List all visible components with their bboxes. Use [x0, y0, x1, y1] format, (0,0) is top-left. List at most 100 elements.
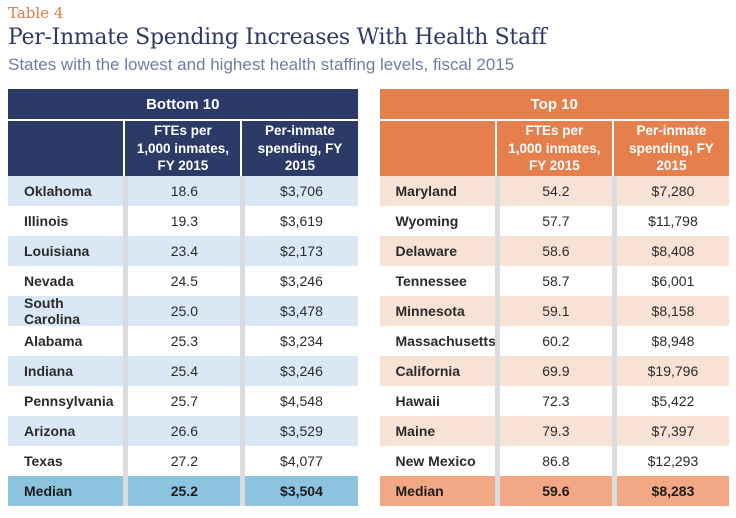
spending-cell: $3,529: [240, 416, 357, 446]
spending-cell: $3,246: [240, 266, 357, 296]
state-cell: Alabama: [24, 333, 83, 349]
ftes-cell: 25.0: [123, 296, 240, 326]
state-cell: Pennsylvania: [24, 393, 114, 409]
state-cell: Median: [395, 483, 444, 499]
table-row: New Mexico 86.8 $12,293: [380, 446, 730, 476]
table-row: Pennsylvania 25.7 $4,548: [8, 386, 358, 416]
ftes-cell: 18.6: [123, 176, 240, 206]
table-row: Illinois 19.3 $3,619: [8, 206, 358, 236]
spending-cell: $3,234: [240, 326, 357, 356]
ftes-cell: 54.2: [494, 176, 612, 206]
ftes-cell: 19.3: [123, 206, 240, 236]
state-column-header: [8, 121, 123, 176]
state-cell: South Carolina: [24, 295, 81, 327]
page-subtitle: States with the lowest and highest healt…: [8, 55, 515, 74]
state-cell: Oklahoma: [24, 183, 92, 199]
state-cell: Maryland: [395, 183, 457, 199]
bottom10-group-title: Bottom 10: [8, 89, 358, 119]
figure-header: Table 4 Per-Inmate Spending Increases Wi…: [0, 0, 736, 75]
ftes-cell: 26.6: [123, 416, 240, 446]
state-cell: Indiana: [24, 363, 74, 379]
ftes-cell: 25.2: [123, 476, 240, 506]
spending-cell: $11,798: [611, 206, 729, 236]
spending-cell: $3,619: [240, 206, 357, 236]
table-row: Arizona 26.6 $3,529: [8, 416, 358, 446]
spending-cell: $3,478: [240, 296, 357, 326]
median-row: Median 25.2 $3,504: [8, 476, 358, 506]
table-row: Hawaii 72.3 $5,422: [380, 386, 730, 416]
table-row: Tennessee 58.7 $6,001: [380, 266, 730, 296]
spending-cell: $6,001: [611, 266, 729, 296]
spending-cell: $7,397: [611, 416, 729, 446]
ftes-cell: 25.7: [123, 386, 240, 416]
spending-cell: $12,293: [611, 446, 729, 476]
top10-table: Top 10 FTEs per 1,000 inmates, FY 2015 P…: [379, 89, 730, 506]
spending-column-header: Per-inmate spending, FY 2015: [240, 121, 357, 176]
spending-column-header: Per-inmate spending, FY 2015: [611, 121, 729, 176]
table-row: Maryland 54.2 $7,280: [379, 176, 729, 206]
state-cell: Louisiana: [24, 243, 90, 259]
table-row: Wyoming 57.7 $11,798: [380, 206, 730, 236]
spending-cell: $3,504: [240, 476, 357, 506]
ftes-cell: 59.1: [494, 296, 612, 326]
spending-cell: $3,706: [240, 176, 357, 206]
ftes-cell: 69.9: [494, 356, 612, 386]
table-row: Alabama 25.3 $3,234: [8, 326, 358, 356]
ftes-cell: 24.5: [123, 266, 240, 296]
spending-cell: $19,796: [611, 356, 729, 386]
ftes-cell: 72.3: [494, 386, 612, 416]
top10-header-row: FTEs per 1,000 inmates, FY 2015 Per-inma…: [379, 119, 729, 176]
state-cell: Nevada: [24, 273, 74, 289]
spending-cell: $8,408: [611, 236, 729, 266]
spending-cell: $2,173: [240, 236, 357, 266]
state-cell: New Mexico: [395, 453, 476, 469]
spending-cell: $3,246: [240, 356, 357, 386]
page-title: Per-Inmate Spending Increases With Healt…: [8, 25, 547, 50]
state-cell: California: [395, 363, 461, 379]
state-cell: Maine: [395, 423, 436, 439]
state-cell: Tennessee: [395, 273, 467, 289]
spending-cell: $8,948: [611, 326, 729, 356]
state-cell: Massachusetts: [395, 333, 496, 349]
ftes-cell: 58.6: [494, 236, 612, 266]
spending-cell: $7,280: [611, 176, 729, 206]
bottom10-table: Bottom 10 FTEs per 1,000 inmates, FY 201…: [8, 89, 358, 506]
ftes-column-header: FTEs per 1,000 inmates, FY 2015: [123, 121, 240, 176]
ftes-cell: 25.3: [123, 326, 240, 356]
bottom10-header-row: FTEs per 1,000 inmates, FY 2015 Per-inma…: [8, 119, 358, 176]
state-cell: Hawaii: [395, 393, 440, 409]
table-row: Minnesota 59.1 $8,158: [379, 296, 729, 326]
state-cell: Wyoming: [395, 213, 459, 229]
table-row: California 69.9 $19,796: [379, 356, 729, 386]
state-cell: Minnesota: [395, 303, 465, 319]
state-cell: Delaware: [395, 243, 457, 259]
state-cell: Median: [24, 483, 73, 499]
table-row: Oklahoma 18.6 $3,706: [8, 176, 358, 206]
table-row: South Carolina 25.0 $3,478: [8, 295, 358, 327]
table-label: Table 4: [8, 4, 64, 22]
state-cell: Illinois: [24, 213, 69, 229]
table-row: Louisiana 23.4 $2,173: [8, 236, 358, 266]
state-cell: Arizona: [24, 423, 76, 439]
spending-cell: $5,422: [611, 386, 729, 416]
spending-cell: $4,548: [240, 386, 357, 416]
ftes-cell: 25.4: [123, 356, 240, 386]
table-row: Nevada 24.5 $3,246: [8, 266, 358, 296]
spending-cell: $4,077: [240, 446, 357, 476]
table-row: Delaware 58.6 $8,408: [379, 236, 729, 266]
ftes-cell: 79.3: [494, 416, 612, 446]
top10-group-title: Top 10: [379, 89, 729, 119]
table-row: Indiana 25.4 $3,246: [8, 356, 358, 386]
table-row: Texas 27.2 $4,077: [8, 446, 358, 476]
ftes-cell: 27.2: [123, 446, 240, 476]
ftes-cell: 59.6: [494, 476, 612, 506]
table-row: Massachusetts 60.2 $8,948: [380, 326, 730, 356]
top10-body: Maryland 54.2 $7,280 Wyoming 57.7 $11,79…: [379, 176, 730, 506]
state-cell: Texas: [24, 453, 63, 469]
table-row: Maine 79.3 $7,397: [379, 416, 729, 446]
ftes-cell: 86.8: [494, 446, 612, 476]
ftes-cell: 57.7: [494, 206, 612, 236]
ftes-column-header: FTEs per 1,000 inmates, FY 2015: [494, 121, 612, 176]
ftes-cell: 60.2: [494, 326, 612, 356]
